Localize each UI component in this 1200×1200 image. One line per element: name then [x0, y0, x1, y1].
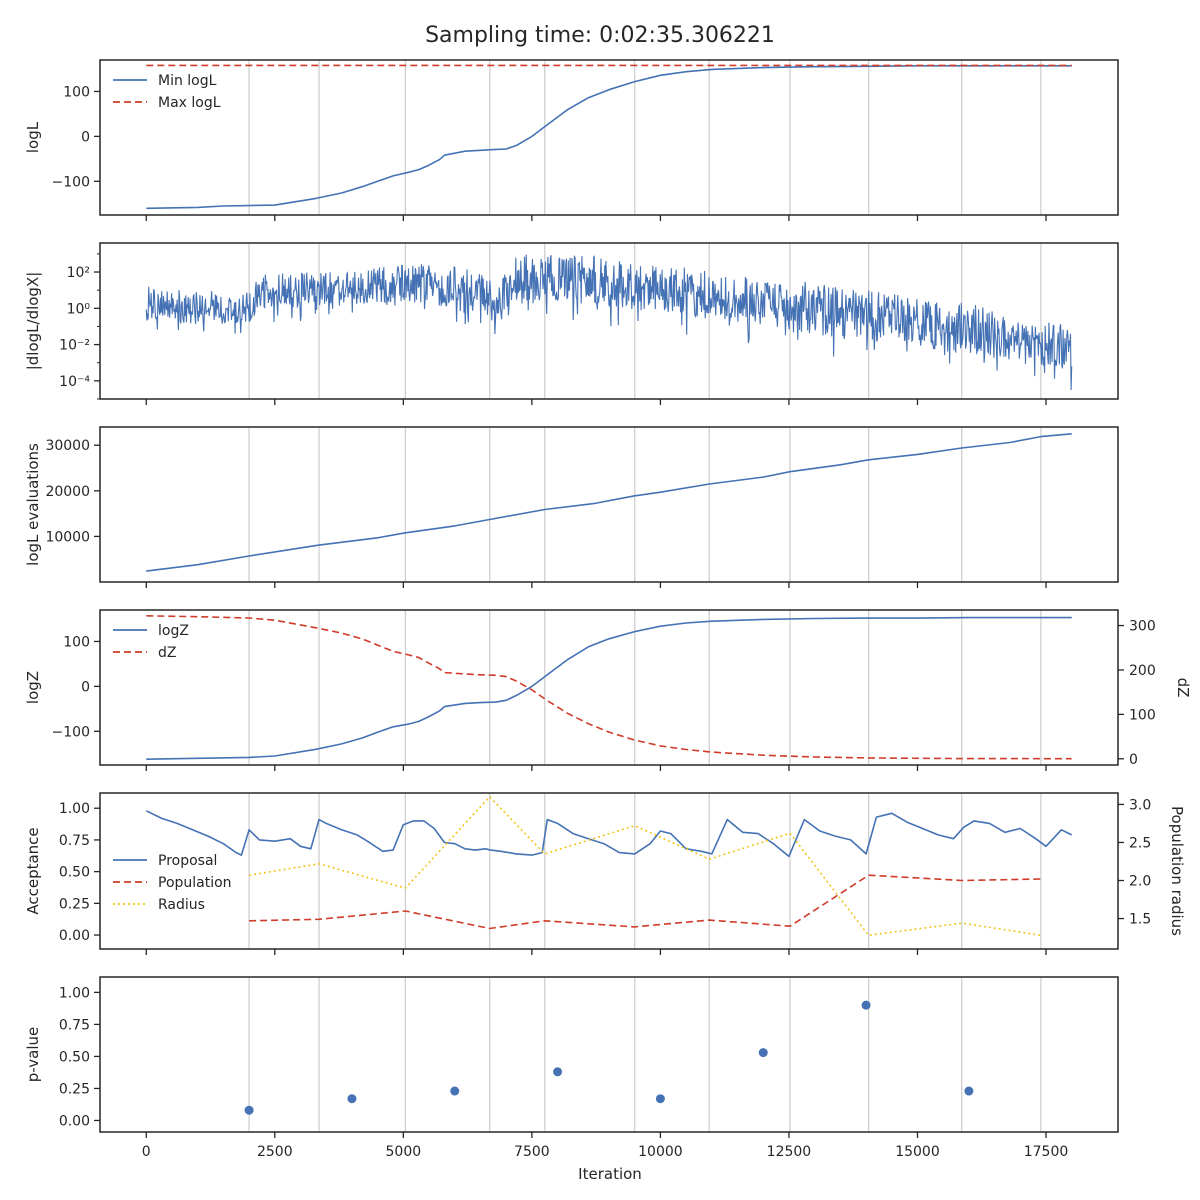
y-right-axis-label: Population radius [1168, 806, 1186, 936]
x-tick-label: 15000 [895, 1144, 940, 1160]
y-axis-label: logZ [24, 671, 42, 704]
axes-frame [99, 792, 1119, 950]
series-radius [248, 796, 1042, 937]
y-tick-label: 0.25 [59, 896, 90, 912]
y-tick-label: 10⁻² [59, 338, 90, 354]
legend-label: logZ [158, 623, 189, 639]
y-tick-label: 10⁻⁴ [59, 374, 90, 390]
x-tick-label: 10000 [638, 1144, 683, 1160]
y-axis-label: |dlogL/dlogX| [24, 272, 42, 371]
axes-frame [99, 59, 1119, 216]
x-tick-label: 0 [142, 1144, 151, 1160]
y-right-tick-label: 2.0 [1129, 874, 1151, 890]
y-tick-label: 10⁰ [67, 301, 91, 317]
scatter-point [244, 1105, 254, 1115]
y-tick-label: 0.75 [59, 1017, 90, 1033]
x-tick-label: 17500 [1024, 1144, 1069, 1160]
y-tick-label: 100 [63, 634, 90, 650]
series-3 [146, 433, 1072, 572]
y-tick-label: 100 [63, 84, 90, 100]
y-right-tick-label: 2.5 [1129, 835, 1151, 851]
legend-label: Population [158, 875, 232, 891]
series-logz [146, 616, 1072, 760]
scatter-point [964, 1086, 974, 1096]
series-2 [145, 254, 1073, 391]
y-tick-label: 1.00 [59, 985, 90, 1001]
scatter-point [758, 1048, 768, 1058]
series-proposal [145, 810, 1073, 858]
y-tick-label: 0 [81, 679, 90, 695]
legend-label: Max logL [158, 95, 221, 111]
y-tick-label: 0.50 [59, 865, 90, 881]
axes-frame [99, 976, 1119, 1133]
x-tick-label: 12500 [767, 1144, 812, 1160]
scatter-point [450, 1086, 460, 1096]
y-axis-label: logL [24, 121, 42, 153]
axes-frame [99, 242, 1119, 400]
legend-label: Radius [158, 897, 205, 913]
panel-4: −100 0 100 logZ 0 100 200 300 dZ logZ dZ [24, 609, 1192, 771]
y-tick-label: 30000 [45, 438, 90, 454]
x-axis-label: Iteration [578, 1165, 642, 1183]
y-right-tick-label: 300 [1129, 619, 1156, 635]
y-tick-label: 1.00 [59, 801, 90, 817]
axes-frame [99, 609, 1119, 766]
y-right-tick-label: 0 [1129, 752, 1138, 768]
y-tick-label: 0.00 [59, 928, 90, 944]
x-tick-label: 7500 [514, 1144, 550, 1160]
series-dz [146, 615, 1072, 760]
series-min-logl [146, 65, 1072, 210]
y-tick-label: 0.00 [59, 1113, 90, 1129]
y-tick-label: 20000 [45, 484, 90, 500]
scatter-point [347, 1094, 357, 1104]
series-population [249, 874, 1041, 930]
y-axis-label: logL evaluations [24, 443, 42, 566]
legend-label: dZ [158, 645, 176, 661]
figure-title: Sampling time: 0:02:35.306221 [425, 23, 775, 48]
panel-5: 0.00 0.25 0.50 0.75 1.00 Acceptance 1.5 2.0 2.5 3… [24, 792, 1186, 955]
x-tick-label: 5000 [386, 1144, 422, 1160]
y-tick-label: 0.25 [59, 1081, 90, 1097]
y-right-tick-label: 3.0 [1129, 797, 1151, 813]
y-tick-label: 10² [67, 265, 90, 281]
x-tick-label: 2500 [257, 1144, 293, 1160]
y-tick-label: 0.50 [59, 1049, 90, 1065]
y-right-axis-label: dZ [1174, 678, 1192, 698]
scatter-point [655, 1094, 665, 1104]
panel-6: 0 2500 5000 7500 10000 12500 15000 17500 0.00 0.2… [24, 976, 1119, 1160]
y-right-tick-label: 200 [1129, 663, 1156, 679]
y-tick-label: 10000 [45, 529, 90, 545]
y-axis-label: p-value [24, 1027, 42, 1083]
y-tick-label: 0.75 [59, 833, 90, 849]
y-right-tick-label: 1.5 [1129, 912, 1151, 928]
panel-1: −100 0 100 logL Min logL Max logL [24, 59, 1119, 221]
legend-label: Min logL [158, 73, 217, 89]
y-tick-label: −100 [52, 724, 90, 740]
panel-2: 10⁻⁴ 10⁻² 10⁰ 10² |dlogL/dlogX| [24, 242, 1119, 405]
y-axis-label: Acceptance [24, 827, 42, 914]
y-right-tick-label: 100 [1129, 707, 1156, 723]
y-tick-label: −100 [52, 174, 90, 190]
legend-label: Proposal [158, 853, 217, 869]
y-tick-label: 0 [81, 129, 90, 145]
scatter-point [553, 1067, 563, 1077]
axes-frame [99, 426, 1119, 583]
scatter-point [861, 1000, 871, 1010]
